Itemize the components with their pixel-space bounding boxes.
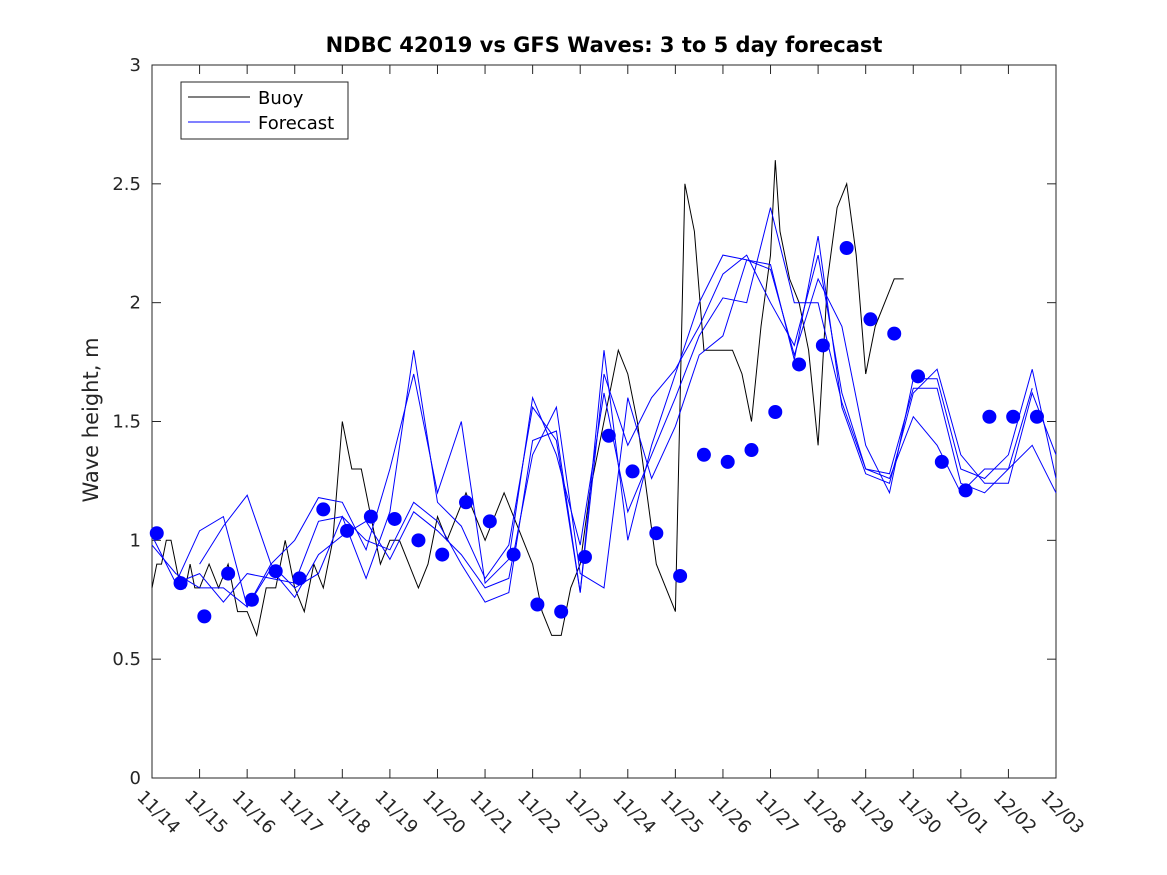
y-tick-label: 0.5: [112, 649, 141, 670]
x-tick-label: 11/18: [323, 787, 375, 839]
x-tick-label: 11/15: [180, 787, 232, 839]
forecast-point: [482, 514, 497, 529]
forecast-points: [149, 241, 1044, 624]
forecast-point: [768, 404, 783, 419]
forecast-point: [506, 547, 521, 562]
y-tick-label: 2: [130, 293, 141, 314]
x-tick-label: 12/03: [1036, 787, 1088, 839]
forecast-point: [340, 523, 355, 538]
forecast-point: [649, 526, 664, 541]
buoy-series: [151, 160, 904, 638]
x-tick-label: 11/25: [656, 787, 708, 839]
forecast-point: [839, 241, 854, 256]
x-tick-label: 11/23: [561, 787, 613, 839]
forecast-point: [863, 312, 878, 327]
forecast-point: [363, 509, 378, 524]
y-tick-label: 0: [130, 768, 141, 789]
forecast-point: [411, 533, 426, 548]
forecast-point: [459, 495, 474, 510]
forecast-point: [911, 369, 926, 384]
forecast-point: [601, 428, 616, 443]
x-tick-label: 12/01: [941, 787, 993, 839]
forecast-point: [554, 604, 569, 619]
legend: Buoy Forecast: [180, 81, 349, 140]
x-tick-label: 11/21: [466, 787, 518, 839]
forecast-point: [792, 357, 807, 372]
forecast-point: [197, 609, 212, 624]
x-tick-label: 11/24: [608, 787, 660, 839]
forecast-point: [934, 454, 949, 469]
x-tick-label: 11/14: [132, 787, 184, 839]
forecast-line: [199, 207, 1033, 585]
forecast-point: [744, 443, 759, 458]
y-tick-label: 1: [130, 530, 141, 551]
forecast-point: [387, 511, 402, 526]
forecast-point: [1029, 409, 1044, 424]
forecast-point: [530, 597, 545, 612]
forecast-point: [982, 409, 997, 424]
forecast-point: [292, 571, 307, 586]
y-tick-label: 3: [130, 55, 141, 76]
forecast-point: [887, 326, 902, 341]
x-tick-label: 11/26: [703, 787, 755, 839]
y-axis-label: Wave height, m: [79, 337, 103, 502]
x-tick-label: 11/20: [418, 787, 470, 839]
legend-label-forecast: Forecast: [258, 113, 334, 134]
forecast-point: [673, 568, 688, 583]
forecast-point: [244, 592, 259, 607]
forecast-point: [720, 454, 735, 469]
x-tick-label: 11/22: [513, 787, 565, 839]
x-tick-label: 11/16: [228, 787, 280, 839]
forecast-line: [151, 254, 1057, 603]
forecast-point: [1006, 409, 1021, 424]
x-tick-label: 12/02: [989, 787, 1041, 839]
forecast-point: [577, 549, 592, 564]
chart-title: NDBC 42019 vs GFS Waves: 3 to 5 day fore…: [326, 33, 883, 57]
forecast-point: [815, 338, 830, 353]
forecast-point: [696, 447, 711, 462]
forecast-point: [268, 564, 283, 579]
x-tick-label: 11/27: [751, 787, 803, 839]
x-tick-label: 11/19: [370, 787, 422, 839]
y-axis: 0 0.5 1 1.5 2 2.5 3: [112, 55, 1056, 789]
legend-box: [180, 81, 349, 140]
forecast-point: [958, 483, 973, 498]
forecast-point: [316, 502, 331, 517]
forecast-point: [435, 547, 450, 562]
buoy-line: [151, 160, 904, 638]
y-tick-label: 1.5: [112, 412, 141, 433]
x-tick-label: 11/28: [799, 787, 851, 839]
forecast-line: [175, 236, 1057, 609]
forecast-point: [625, 464, 640, 479]
forecast-point: [149, 526, 164, 541]
forecast-point: [221, 566, 236, 581]
x-tick-label: 11/29: [846, 787, 898, 839]
x-tick-label: 11/30: [894, 787, 946, 839]
forecast-point: [173, 576, 188, 591]
x-tick-label: 11/17: [275, 787, 327, 839]
y-tick-label: 2.5: [112, 174, 141, 195]
legend-label-buoy: Buoy: [258, 88, 304, 109]
